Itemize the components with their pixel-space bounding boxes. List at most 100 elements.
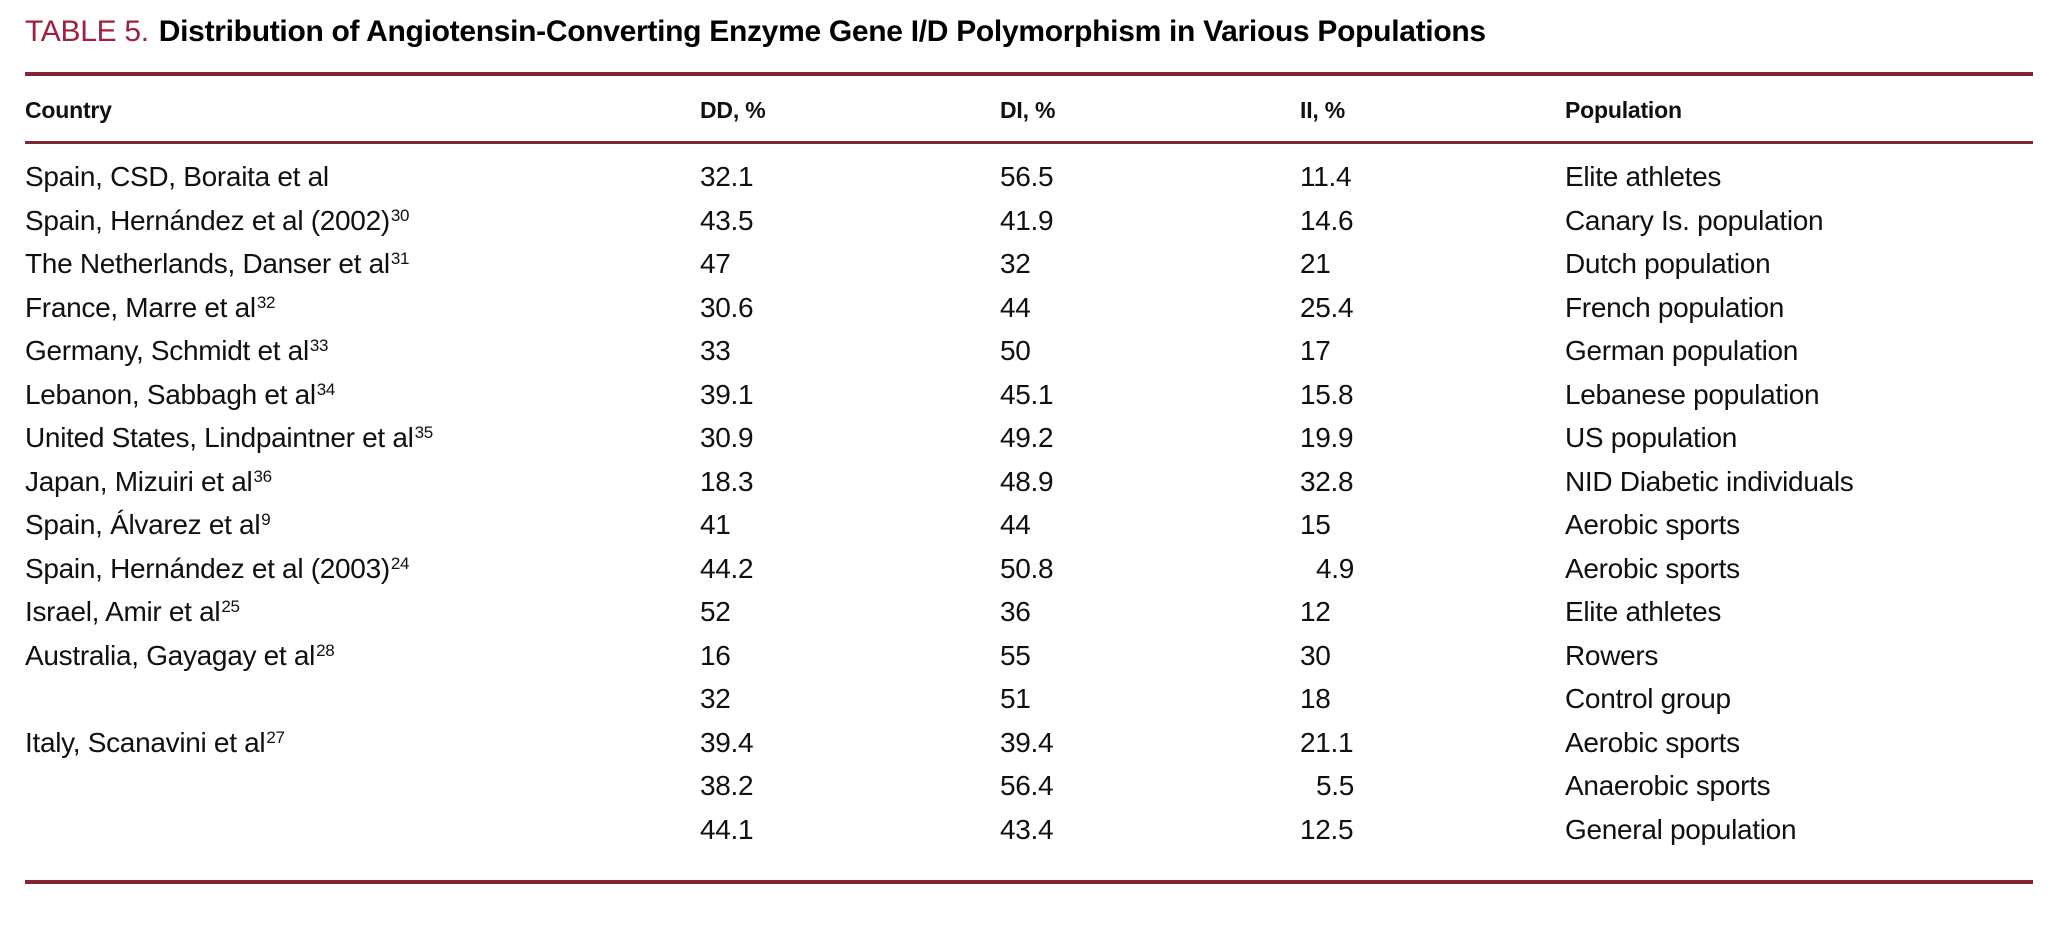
di-percent-cell: 44	[1000, 291, 1031, 323]
country-cell	[25, 677, 700, 721]
ii-percent-cell: 4.9	[1316, 552, 1355, 584]
country-text: Lebanon, Sabbagh et al	[25, 378, 316, 410]
country-text: Spain, Hernández et al (2002)	[25, 204, 390, 236]
population-cell: Lebanese population	[1565, 378, 1820, 410]
di-percent-cell: 41.9	[1000, 204, 1054, 236]
ii-percent-cell: 12	[1300, 596, 1331, 627]
population-cell: Aerobic sports	[1565, 552, 1740, 584]
ii-percent-cell: 5.5	[1316, 770, 1355, 801]
di-percent-cell: 32	[1000, 248, 1031, 279]
country-cell: Germany, Schmidt et al33	[25, 329, 700, 373]
country-text: France, Marre et al	[25, 291, 256, 323]
population-cell: Elite athletes	[1565, 161, 1722, 192]
bottom-rule	[25, 880, 2033, 884]
dd-percent-cell: 52	[700, 596, 731, 627]
citation-superscript: 31	[390, 249, 410, 268]
citation-superscript: 27	[266, 727, 285, 747]
table-row: 44.1 43.4 12.5 General population	[25, 808, 2033, 852]
di-percent-cell: 48.9	[1000, 465, 1054, 497]
ii-percent-cell: 18	[1300, 683, 1331, 714]
ii-percent-cell: 21	[1300, 248, 1331, 279]
di-percent-cell: 43.4	[1000, 813, 1054, 845]
di-percent-cell: 36	[1000, 596, 1031, 627]
citation-superscript: 24	[390, 553, 410, 573]
citation-superscript: 9	[261, 510, 271, 529]
dd-percent-cell: 16	[700, 639, 731, 671]
citation-superscript: 30	[390, 205, 410, 225]
population-cell: Aerobic sports	[1565, 509, 1740, 540]
country-cell: Spain, Álvarez et al9	[25, 503, 700, 547]
ii-percent-cell: 30	[1300, 639, 1331, 671]
table-header-row: Country DD, % DI, % II, % Population	[25, 76, 2033, 141]
country-text: Spain, Hernández et al (2003)	[25, 552, 390, 584]
ii-percent-cell: 19.9	[1300, 422, 1354, 453]
dd-percent-cell: 43.5	[700, 204, 754, 236]
population-cell: US population	[1565, 422, 1738, 453]
dd-percent-cell: 38.2	[700, 770, 754, 801]
dd-percent-cell: 39.4	[700, 726, 754, 758]
table-row: Lebanon, Sabbagh et al34 39.1 45.1 15.8 …	[25, 373, 2033, 417]
country-cell: Australia, Gayagay et al28	[25, 634, 700, 678]
country-text: The Netherlands, Danser et al	[25, 248, 390, 279]
table-row: 38.2 56.4 5.5 Anaerobic sports	[25, 764, 2033, 808]
citation-superscript: 36	[253, 466, 272, 486]
table-row: Australia, Gayagay et al28 16 55 30 Rowe…	[25, 634, 2033, 678]
ii-percent-cell: 25.4	[1300, 291, 1354, 323]
country-cell: Spain, Hernández et al (2002)30	[25, 199, 700, 243]
country-text: Spain, Álvarez et al	[25, 509, 261, 540]
population-cell: Elite athletes	[1565, 596, 1722, 627]
top-rule	[25, 72, 2033, 76]
ii-percent-cell: 15	[1300, 509, 1331, 540]
country-cell: Lebanon, Sabbagh et al34	[25, 373, 700, 417]
population-cell: Canary Is. population	[1565, 204, 1824, 236]
di-percent-cell: 51	[1000, 683, 1031, 714]
dd-percent-cell: 30.6	[700, 291, 754, 323]
dd-percent-cell: 44.1	[700, 813, 754, 845]
population-cell: Aerobic sports	[1565, 726, 1740, 758]
country-cell: The Netherlands, Danser et al31	[25, 242, 700, 286]
table-title: TABLE 5. Distribution of Angiotensin-Conv…	[25, 13, 2033, 51]
country-cell: United States, Lindpaintner et al35	[25, 416, 700, 460]
table-number-label: TABLE 5.	[25, 15, 149, 48]
ii-percent-cell: 14.6	[1300, 204, 1354, 236]
di-percent-cell: 39.4	[1000, 726, 1054, 758]
di-percent-cell: 50	[1000, 335, 1031, 366]
population-cell: NID Diabetic individuals	[1565, 465, 1854, 497]
table-row: 32 51 18 Control group	[25, 677, 2033, 721]
table-row: Spain, Álvarez et al9 41 44 15 Aerobic s…	[25, 503, 2033, 547]
column-header-ii: II, %	[1300, 97, 1346, 123]
citation-superscript: 32	[256, 292, 276, 312]
table-row: The Netherlands, Danser et al31 47 32 21…	[25, 242, 2033, 286]
di-percent-cell: 45.1	[1000, 378, 1054, 410]
di-percent-cell: 50.8	[1000, 552, 1054, 584]
ii-percent-cell: 17	[1300, 335, 1331, 366]
ii-percent-cell: 11.4	[1300, 161, 1352, 192]
column-header-di: DI, %	[1000, 97, 1056, 123]
country-cell: Spain, Hernández et al (2003)24	[25, 547, 700, 591]
country-text: Spain, CSD, Boraita et al	[25, 161, 329, 192]
country-text: Japan, Mizuiri et al	[25, 465, 253, 497]
di-percent-cell: 55	[1000, 639, 1031, 671]
table-row: Germany, Schmidt et al33 33 50 17 German…	[25, 329, 2033, 373]
di-percent-cell: 49.2	[1000, 422, 1054, 453]
population-cell: Anaerobic sports	[1565, 770, 1771, 801]
table-caption: Distribution of Angiotensin-Converting E…	[158, 15, 1486, 48]
citation-superscript: 28	[316, 640, 335, 660]
ii-percent-cell: 21.1	[1300, 726, 1354, 758]
dd-percent-cell: 32	[700, 683, 731, 714]
column-header-country: Country	[25, 97, 112, 123]
dd-percent-cell: 33	[700, 335, 731, 366]
country-text: Germany, Schmidt et al	[25, 335, 309, 366]
column-header-dd: DD, %	[700, 97, 766, 123]
country-cell	[25, 764, 700, 808]
dd-percent-cell: 44.2	[700, 552, 754, 584]
country-text: Australia, Gayagay et al	[25, 639, 316, 671]
table-row: Israel, Amir et al25 52 36 12 Elite athl…	[25, 590, 2033, 634]
di-percent-cell: 44	[1000, 509, 1031, 540]
population-cell: Dutch population	[1565, 248, 1771, 279]
country-cell: Spain, CSD, Boraita et al	[25, 155, 700, 199]
country-text: Italy, Scanavini et al	[25, 726, 266, 758]
population-cell: Control group	[1565, 683, 1731, 714]
table-body: Spain, CSD, Boraita et al 32.1 56.5 11.4…	[25, 144, 2033, 880]
